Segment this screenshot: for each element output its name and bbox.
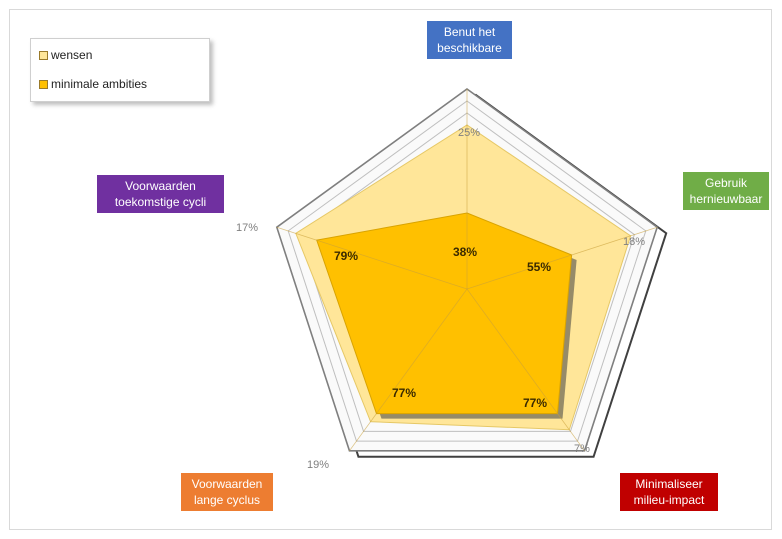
axis-percentage-gebruik: 18% [623,236,646,248]
axis-label-line: hernieuwbaar [689,192,763,206]
legend-item-wensen: wensen [39,48,92,62]
grid-ring [287,100,647,442]
legend-label-minimale-ambities: minimale ambities [51,77,148,91]
axis-label-line: Voorwaarden [125,179,196,193]
axis-label-minimaliseer-milieu-impact: Minimaliseer milieu-impact [620,473,718,511]
data-label-minimaliseer: 77% [523,396,548,410]
axis-label-line: Minimaliseer [635,477,703,491]
axis-percentage-minimaliseer: 7% [574,443,590,455]
legend-item-minimale-ambities: minimale ambities [39,77,147,91]
axis-label-line: milieu-impact [633,493,705,507]
axis-label-line: toekomstige cycli [114,195,207,209]
data-label-toekomstige-cycli: 79% [334,249,359,263]
axis-label-benut-het-beschikbare: Benut het beschikbare [427,21,512,59]
axis-label-voorwaarden-toekomstige-cycli: Voorwaarden toekomstige cycli [97,175,224,213]
axis-spoke [466,226,658,290]
axis-label-gebruik-hernieuwbaar: Gebruik hernieuwbaar [683,172,769,210]
legend-label-wensen: wensen [51,48,93,62]
axis-label-line: Benut het [443,25,496,39]
legend-swatch-wensen [39,50,48,60]
axis-label-line: Voorwaarden [191,477,263,491]
axis-label-line: lange cyclus [193,493,261,507]
axis-percentage-toekomstige-cycli: 17% [236,222,259,234]
axis-label-line: Gebruik [704,176,748,190]
axis-spoke [466,288,585,452]
axis-percentage-lange-cyclus: 19% [307,459,330,471]
data-label-lange-cyclus: 77% [392,386,417,400]
axis-label-line: beschikbare [437,41,502,55]
legend: wensen minimale ambities [30,38,210,102]
axis-percentage-benut: 25% [458,127,481,139]
axis-spoke [276,226,468,290]
data-label-benut: 38% [453,245,478,259]
legend-swatch-minimale-ambities [39,79,48,89]
data-label-gebruik: 55% [527,260,552,274]
axis-spoke [349,288,468,452]
axis-label-voorwaarden-lange-cyclus: Voorwaarden lange cyclus [181,473,273,511]
series-area-minimale-ambities [316,212,573,415]
